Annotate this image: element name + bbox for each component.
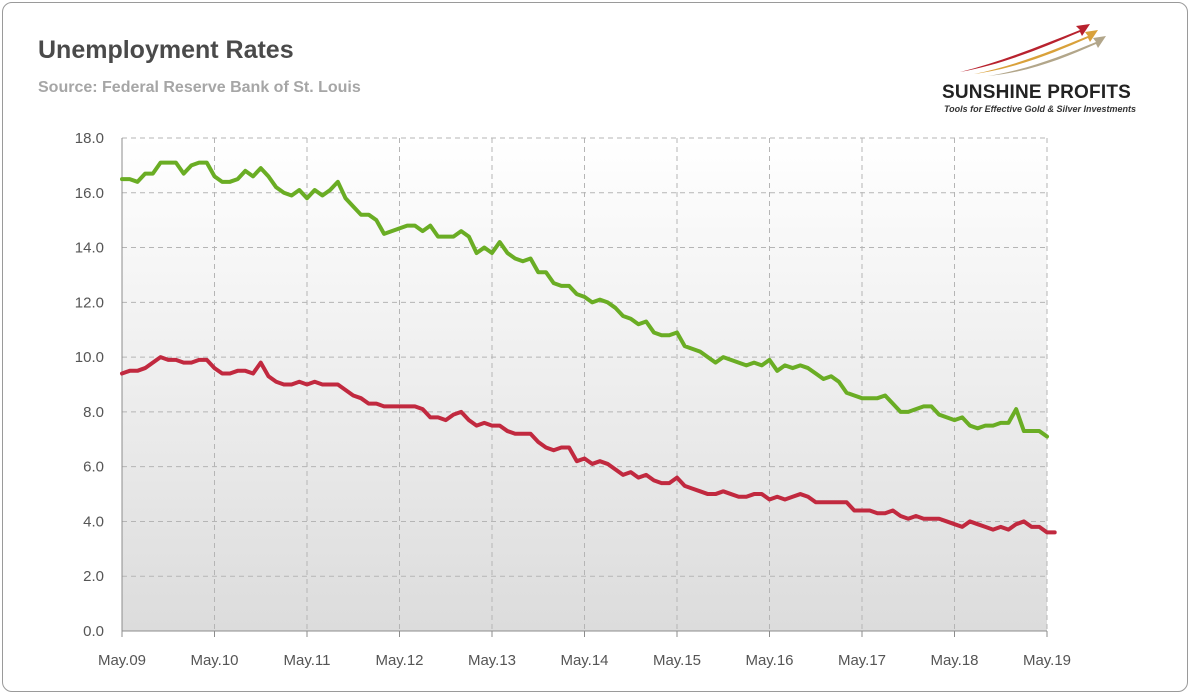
x-axis-tick-labels: May.09 May.10 May.11 May.12 May.13 May.14 May.… xyxy=(98,652,1071,669)
y-tick-label: 4.0 xyxy=(83,513,104,530)
series-line-2 xyxy=(120,355,1057,535)
sunshine-profits-logo: SUNSHINE PROFITS Tools for Effective Gol… xyxy=(930,20,1170,120)
series-line-1 xyxy=(120,160,1049,439)
logo-tagline: Tools for Effective Gold & Silver Invest… xyxy=(944,104,1137,114)
x-tick-label: May.12 xyxy=(375,652,423,669)
logo-name: SUNSHINE PROFITS xyxy=(942,82,1131,103)
y-tick-label: 16.0 xyxy=(75,185,104,202)
y-tick-label: 10.0 xyxy=(75,349,104,366)
y-tick-label: 6.0 xyxy=(83,459,104,476)
x-tick-label: May.16 xyxy=(745,652,793,669)
grid-lines xyxy=(122,137,1048,631)
chart-title: Unemployment Rates xyxy=(38,36,294,64)
y-tick-label: 8.0 xyxy=(83,404,104,421)
x-tick-label: May.15 xyxy=(653,652,701,669)
x-tick-label: May.10 xyxy=(190,652,238,669)
series-lines xyxy=(120,160,1057,535)
x-tick-label: May.11 xyxy=(284,652,331,669)
y-tick-label: 18.0 xyxy=(75,130,104,147)
y-tick-label: 0.0 xyxy=(83,623,104,640)
y-tick-label: 14.0 xyxy=(75,240,104,257)
axes xyxy=(121,138,1048,637)
x-tick-label: May.19 xyxy=(1023,652,1071,669)
x-tick-label: May.17 xyxy=(838,652,886,669)
x-tick-label: May.14 xyxy=(560,652,608,669)
y-axis-tick-labels: 0.0 2.0 4.0 6.0 8.0 10.0 12.0 14.0 16.0 18.0 xyxy=(75,130,104,640)
x-tick-label: May.09 xyxy=(98,652,146,669)
chart-subtitle: Source: Federal Reserve Bank of St. Loui… xyxy=(38,79,361,96)
y-tick-label: 12.0 xyxy=(75,294,104,311)
x-tick-label: May.18 xyxy=(930,652,978,669)
x-tick-label: May.13 xyxy=(468,652,516,669)
y-tick-label: 2.0 xyxy=(83,568,104,585)
